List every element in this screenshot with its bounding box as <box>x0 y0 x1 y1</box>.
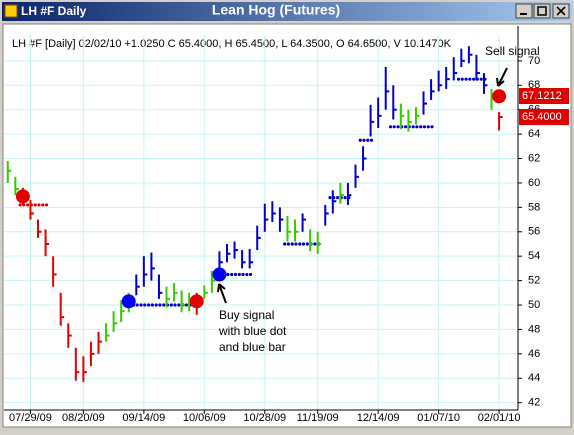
signal-dot <box>121 294 136 309</box>
plot: 42444648505254565860626466687007/29/0908… <box>4 26 569 424</box>
y-tick-label: 46 <box>528 348 540 360</box>
chart-title: Lean Hog (Futures) <box>212 2 340 18</box>
x-tick-label: 02/01/10 <box>478 412 521 424</box>
y-tick-label: 44 <box>528 372 540 384</box>
signal-dot <box>15 189 30 204</box>
annotation: Sell signal <box>485 44 540 58</box>
price-label-box <box>519 88 569 105</box>
info-line: LH #F [Daily] 02/02/10 +1.0250 C 65.4000… <box>12 38 452 50</box>
minimize-button[interactable] <box>515 3 533 19</box>
y-tick-label: 64 <box>528 128 540 140</box>
x-tick-label: 10/06/09 <box>183 412 226 424</box>
price-label-box <box>519 109 569 126</box>
x-tick-label: 11/19/09 <box>297 412 339 424</box>
signal-dot <box>189 294 204 309</box>
annotation: Buy signal <box>219 308 274 322</box>
annotation-arrow <box>496 67 508 87</box>
icon <box>556 6 566 16</box>
x-tick-label: 08/20/09 <box>62 412 105 424</box>
x-tick-label: 09/14/09 <box>122 412 165 424</box>
y-tick-label: 62 <box>528 152 540 164</box>
annotation: and blue bar <box>219 340 286 354</box>
y-tick-label: 58 <box>528 201 540 213</box>
annotation-arrow <box>217 283 227 304</box>
annotation: with blue dot <box>218 324 287 338</box>
x-tick-label: 12/14/09 <box>357 412 400 424</box>
title-bar <box>2 2 572 21</box>
x-tick-label: 01/07/10 <box>417 412 460 424</box>
app-icon <box>4 4 18 18</box>
y-tick-label: 48 <box>528 323 540 335</box>
y-tick-label: 42 <box>528 397 540 409</box>
window-title: LH #F Daily <box>21 4 87 18</box>
x-tick-label: 07/29/09 <box>9 412 52 424</box>
maximize-button[interactable] <box>533 3 551 19</box>
y-tick-label: 54 <box>528 250 540 262</box>
window-buttons <box>515 3 570 19</box>
y-tick-label: 52 <box>528 275 540 287</box>
signal-dot <box>212 267 227 282</box>
y-tick-label: 60 <box>528 177 540 189</box>
y-tick-label: 56 <box>528 226 540 238</box>
signal-dot <box>492 89 507 104</box>
x-tick-label: 10/28/09 <box>243 412 286 424</box>
price-label: 67.1212 <box>522 90 562 102</box>
y-tick-label: 50 <box>528 299 540 311</box>
price-label: 65.4000 <box>522 111 562 123</box>
icon <box>537 6 547 16</box>
y-tick-label: 70 <box>528 55 540 67</box>
